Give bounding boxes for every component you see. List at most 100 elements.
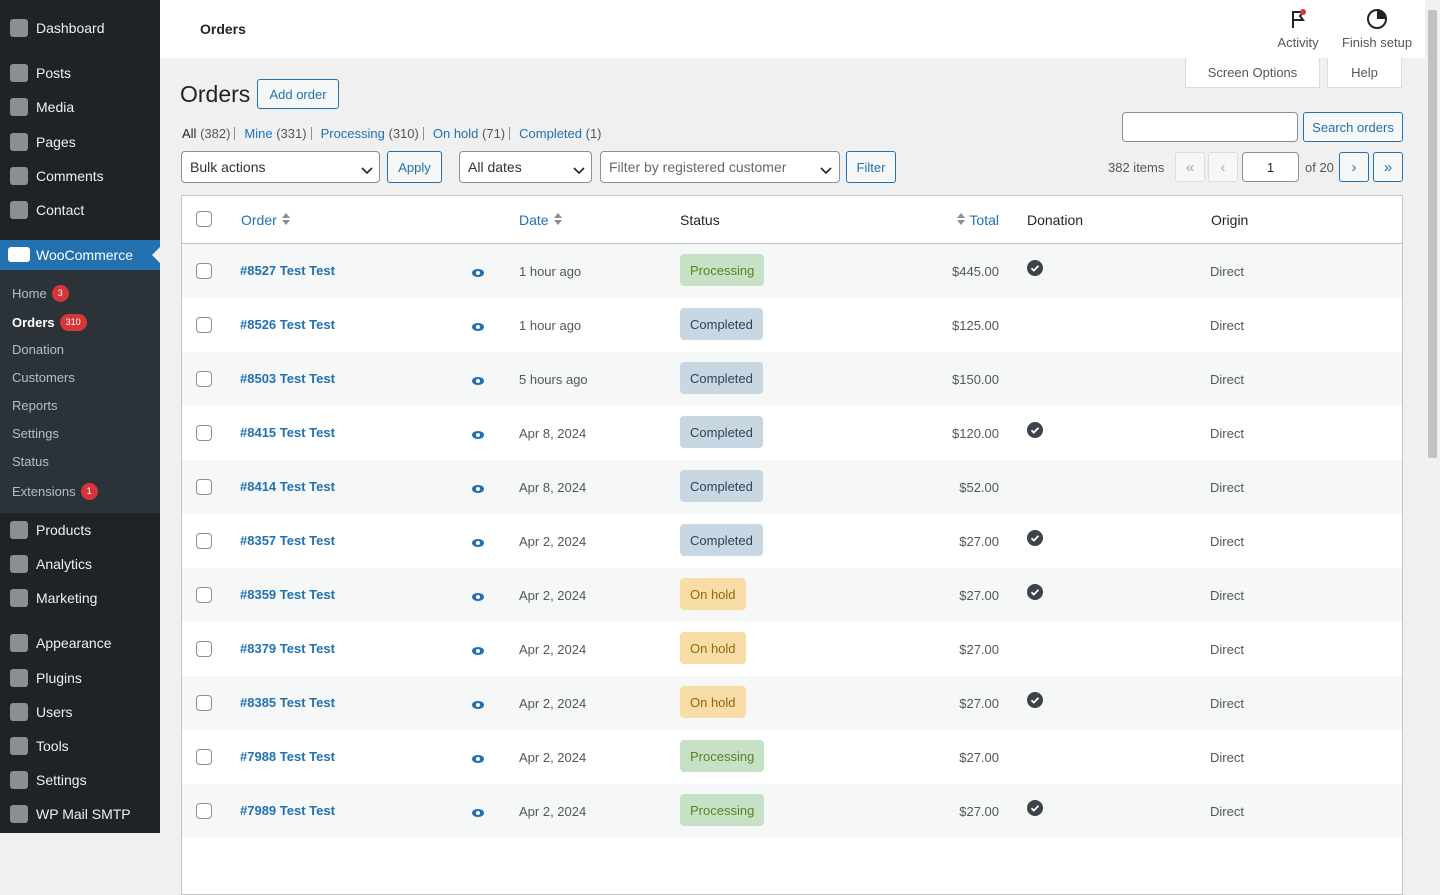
apply-button[interactable]: Apply [387, 151, 442, 183]
scroll-thumb[interactable] [1428, 10, 1437, 458]
order-link[interactable]: #8526 Test Test [240, 317, 335, 332]
order-link[interactable]: #8359 Test Test [240, 587, 335, 602]
submenu-item[interactable]: Customers [12, 370, 75, 386]
row-checkbox[interactable] [196, 263, 212, 279]
view-filter[interactable]: Completed (1) [519, 126, 601, 141]
column-header[interactable]: Total [969, 212, 999, 228]
donation-check [1027, 800, 1043, 816]
row-checkbox[interactable] [196, 587, 212, 603]
row-checkbox[interactable] [196, 533, 212, 549]
submenu-item[interactable]: Status [12, 454, 49, 470]
search-button[interactable]: Search orders [1303, 112, 1403, 142]
table-row[interactable]: #7988 Test Test Apr 2, 2024 Processing $27.… [182, 730, 1402, 784]
menu-item[interactable]: WP Mail SMTP [36, 806, 131, 822]
dropdown-chevron-svg [573, 167, 585, 175]
order-total: $27.00 [959, 588, 999, 603]
row-checkbox[interactable] [196, 641, 212, 657]
menu-item[interactable]: Dashboard [36, 20, 105, 36]
last-page-button[interactable]: » [1373, 152, 1403, 182]
order-total: $150.00 [952, 372, 999, 387]
order-link[interactable]: #7988 Test Test [240, 749, 335, 764]
filter-button[interactable]: Filter [846, 151, 896, 183]
table-row[interactable]: #8527 Test Test 1 hour ago Processing $445.… [182, 244, 1402, 298]
table-row[interactable]: #8415 Test Test Apr 8, 2024 Completed $120.… [182, 406, 1402, 460]
view-filter[interactable]: Mine (331) [244, 126, 306, 141]
submenu-item[interactable]: Extensions 1 [12, 483, 98, 500]
menu-item[interactable]: Comments [36, 168, 104, 184]
menu-item[interactable]: Users [36, 704, 73, 720]
row-checkbox[interactable] [196, 749, 212, 765]
row-checkbox[interactable] [196, 479, 212, 495]
header-action[interactable]: Activity [1277, 35, 1319, 50]
search-input[interactable] [1122, 112, 1298, 142]
order-link[interactable]: #8503 Test Test [240, 371, 335, 386]
view-filter[interactable]: On hold (71) [433, 126, 505, 141]
table-row[interactable]: #8414 Test Test Apr 8, 2024 Completed $52.0… [182, 460, 1402, 514]
order-link[interactable]: #8357 Test Test [240, 533, 335, 548]
submenu-bg [0, 270, 160, 513]
menu-icon [10, 805, 28, 823]
preview-icon-svg [472, 539, 484, 547]
menu-item[interactable]: Products [36, 522, 92, 538]
menu-icon [10, 19, 28, 37]
table-row[interactable]: #8503 Test Test 5 hours ago Completed $150.… [182, 352, 1402, 406]
preview-icon-svg [472, 377, 484, 385]
order-origin: Direct [1210, 642, 1244, 657]
page-input[interactable]: 1 [1242, 152, 1299, 182]
donation-check-svg [1027, 530, 1043, 546]
row-checkbox[interactable] [196, 695, 212, 711]
order-link[interactable]: #8414 Test Test [240, 479, 335, 494]
table-row[interactable]: #8526 Test Test 1 hour ago Completed $125.0… [182, 298, 1402, 352]
menu-item[interactable]: Marketing [36, 590, 98, 606]
order-link[interactable]: #7989 Test Test [240, 803, 335, 818]
menu-item[interactable]: Media [36, 99, 75, 115]
order-date: Apr 2, 2024 [519, 534, 587, 549]
submenu-item[interactable]: Donation [12, 342, 64, 358]
menu-item[interactable]: Pages [36, 134, 76, 150]
add-order-button[interactable]: Add order [257, 79, 339, 109]
menu-item[interactable]: Contact [36, 202, 85, 218]
menu-item[interactable]: Tools [36, 738, 69, 754]
header-action[interactable]: Finish setup [1341, 35, 1413, 50]
table-row[interactable]: #8385 Test Test Apr 2, 2024 On hold $27.00 D… [182, 676, 1402, 730]
menu-item[interactable]: Posts [36, 65, 72, 81]
date-select[interactable]: All dates [459, 151, 592, 183]
order-link[interactable]: #8527 Test Test [240, 263, 335, 278]
menu-icon [10, 167, 28, 185]
menu-item-current[interactable]: WooCommerce [36, 247, 133, 263]
next-page-button[interactable]: › [1339, 152, 1369, 182]
donation-check-svg [1027, 692, 1043, 708]
table-row[interactable]: #8357 Test Test Apr 2, 2024 Completed $27.0… [182, 514, 1402, 568]
help-tab[interactable]: Help [1327, 58, 1402, 88]
submenu-item[interactable]: Settings [12, 426, 59, 442]
row-checkbox[interactable] [196, 371, 212, 387]
bulk-actions-select[interactable]: Bulk actions [181, 151, 380, 183]
column-header[interactable]: Date [519, 212, 549, 228]
submenu-item[interactable]: Orders 310 [12, 314, 87, 331]
screen-options-tab[interactable]: Screen Options [1185, 58, 1320, 88]
menu-current-arrow [152, 247, 160, 263]
order-date: 1 hour ago [519, 318, 582, 333]
customer-select[interactable]: Filter by registered customer [600, 151, 840, 183]
view-filter[interactable]: All (382) [182, 126, 230, 141]
order-link[interactable]: #8415 Test Test [240, 425, 335, 440]
submenu-item[interactable]: Home 3 [12, 285, 69, 302]
table-row[interactable]: #8359 Test Test Apr 2, 2024 On hold $27.00 D… [182, 568, 1402, 622]
order-link[interactable]: #8379 Test Test [240, 641, 335, 656]
column-header[interactable]: Order [241, 212, 277, 228]
view-filter[interactable]: Processing (310) [321, 126, 419, 141]
menu-item[interactable]: Settings [36, 772, 87, 788]
select-all-checkbox[interactable] [196, 211, 212, 227]
menu-item[interactable]: Plugins [36, 670, 82, 686]
table-row[interactable]: #7989 Test Test Apr 2, 2024 Processing $27.… [182, 784, 1402, 838]
row-checkbox[interactable] [196, 803, 212, 819]
menu-item[interactable]: Appearance [36, 635, 112, 651]
row-checkbox[interactable] [196, 425, 212, 441]
submenu-item[interactable]: Reports [12, 398, 58, 414]
donation-check [1027, 422, 1043, 438]
table-row[interactable]: #8379 Test Test Apr 2, 2024 On hold $27.00 D… [182, 622, 1402, 676]
menu-item[interactable]: Analytics [36, 556, 93, 572]
row-checkbox[interactable] [196, 317, 212, 333]
order-origin: Direct [1210, 372, 1244, 387]
order-link[interactable]: #8385 Test Test [240, 695, 335, 710]
